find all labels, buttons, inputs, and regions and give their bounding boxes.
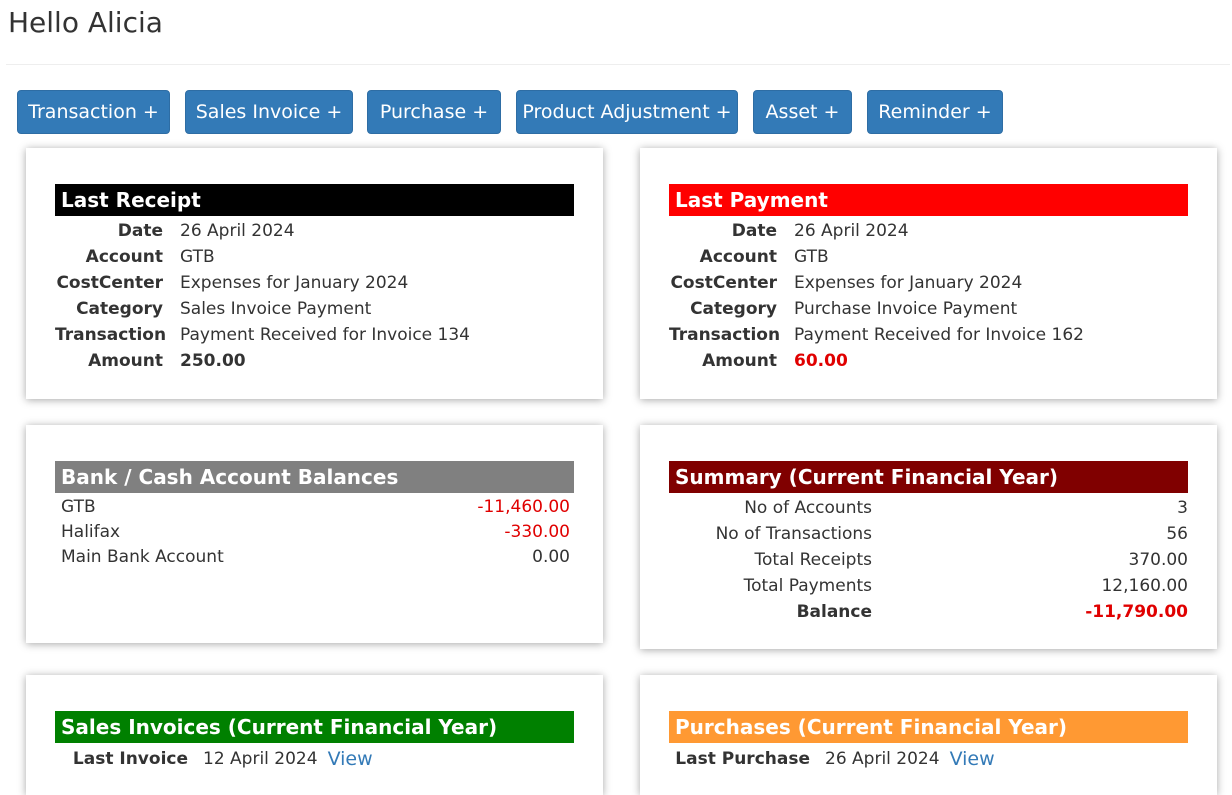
account-label: Account: [699, 247, 777, 267]
add-asset-button[interactable]: Asset +: [753, 90, 852, 134]
account-value: GTB: [180, 247, 215, 267]
summary-table: No of Accounts 3 No of Transactions 56 Tot…: [669, 495, 1188, 625]
header-divider: [6, 64, 1230, 65]
summary-title: Summary (Current Financial Year): [669, 461, 1188, 493]
transaction-label: Transaction: [669, 325, 781, 345]
summary-label: No of Accounts: [744, 498, 872, 518]
greeting-heading: Hello Alicia: [8, 6, 163, 39]
account-name: Halifax: [61, 522, 121, 542]
add-product-adjustment-button[interactable]: Product Adjustment +: [516, 90, 738, 134]
date-value: 26 April 2024: [794, 221, 909, 241]
last-payment-card: Last Payment Date 26 April 2024 Account GT…: [640, 148, 1217, 399]
costcenter-value: Expenses for January 2024: [180, 273, 409, 293]
amount-value: 60.00: [794, 351, 848, 371]
view-invoice-link[interactable]: View: [327, 748, 373, 770]
transaction-label: Transaction: [55, 325, 167, 345]
detail-row: Amount 250.00: [55, 348, 574, 374]
add-reminder-button[interactable]: Reminder +: [867, 90, 1003, 134]
summary-label: Balance: [796, 602, 872, 622]
sales-invoices-title: Sales Invoices (Current Financial Year): [55, 711, 574, 743]
summary-value: 370.00: [1128, 550, 1188, 570]
category-label: Category: [76, 299, 163, 319]
add-purchase-button[interactable]: Purchase +: [367, 90, 501, 134]
detail-row: CostCenter Expenses for January 2024: [55, 270, 574, 296]
detail-row: Transaction Payment Received for Invoice …: [55, 322, 574, 348]
view-purchase-link[interactable]: View: [949, 748, 995, 770]
add-transaction-button[interactable]: Transaction +: [17, 90, 170, 134]
detail-row: Amount 60.00: [669, 348, 1188, 374]
table-row: Total Receipts 370.00: [669, 547, 1188, 573]
add-sales-invoice-button[interactable]: Sales Invoice +: [185, 90, 353, 134]
costcenter-label: CostCenter: [670, 273, 777, 293]
last-payment-title: Last Payment: [669, 184, 1188, 216]
detail-row: Date 26 April 2024: [55, 218, 574, 244]
category-label: Category: [690, 299, 777, 319]
transaction-value: Payment Received for Invoice 134: [180, 325, 470, 345]
account-balance: -330.00: [504, 522, 570, 542]
account-name: GTB: [61, 497, 96, 517]
table-row: No of Transactions 56: [669, 521, 1188, 547]
detail-row: Category Purchase Invoice Payment: [669, 296, 1188, 322]
summary-label: Total Payments: [743, 576, 872, 596]
last-purchase-label: Last Purchase: [675, 749, 810, 769]
detail-row: Transaction Payment Received for Invoice …: [669, 322, 1188, 348]
amount-value: 250.00: [180, 351, 246, 371]
account-balances-list: GTB -11,460.00 Halifax -330.00 Main Bank A…: [55, 495, 574, 570]
purchases-title: Purchases (Current Financial Year): [669, 711, 1188, 743]
last-invoice-date: 12 April 2024: [203, 749, 318, 769]
list-item: Halifax -330.00: [55, 520, 574, 545]
last-receipt-details: Date 26 April 2024 Account GTB CostCenter E…: [55, 218, 574, 374]
summary-value: 12,160.00: [1101, 576, 1188, 596]
purchases-card: Purchases (Current Financial Year) Last …: [640, 675, 1217, 795]
summary-card: Summary (Current Financial Year) No of A…: [640, 425, 1217, 649]
last-receipt-title: Last Receipt: [55, 184, 574, 216]
summary-label: No of Transactions: [715, 524, 872, 544]
sales-invoices-card: Sales Invoices (Current Financial Year) …: [26, 675, 603, 795]
account-balance: -11,460.00: [477, 497, 570, 517]
table-row: Total Payments 12,160.00: [669, 573, 1188, 599]
detail-row: Date 26 April 2024: [669, 218, 1188, 244]
transaction-value: Payment Received for Invoice 162: [794, 325, 1084, 345]
account-balance: 0.00: [532, 547, 570, 567]
last-invoice-row: Last Invoice 12 April 2024 View: [55, 745, 373, 773]
account-balances-title: Bank / Cash Account Balances: [55, 461, 574, 493]
last-purchase-date: 26 April 2024: [825, 749, 940, 769]
date-label: Date: [117, 221, 163, 241]
detail-row: Category Sales Invoice Payment: [55, 296, 574, 322]
list-item: Main Bank Account 0.00: [55, 545, 574, 570]
date-label: Date: [731, 221, 777, 241]
summary-value: -11,790.00: [1085, 602, 1188, 622]
summary-value: 56: [1166, 524, 1188, 544]
category-value: Purchase Invoice Payment: [794, 299, 1018, 319]
detail-row: Account GTB: [55, 244, 574, 270]
table-row: No of Accounts 3: [669, 495, 1188, 521]
table-row: Balance -11,790.00: [669, 599, 1188, 625]
last-receipt-card: Last Receipt Date 26 April 2024 Account GT…: [26, 148, 603, 399]
summary-value: 3: [1177, 498, 1188, 518]
last-payment-details: Date 26 April 2024 Account GTB CostCenter E…: [669, 218, 1188, 374]
costcenter-value: Expenses for January 2024: [794, 273, 1023, 293]
account-label: Account: [85, 247, 163, 267]
category-value: Sales Invoice Payment: [180, 299, 372, 319]
account-balances-card: Bank / Cash Account Balances GTB -11,460.…: [26, 425, 603, 643]
account-name: Main Bank Account: [61, 547, 224, 567]
date-value: 26 April 2024: [180, 221, 295, 241]
account-value: GTB: [794, 247, 829, 267]
last-purchase-row: Last Purchase 26 April 2024 View: [669, 745, 995, 773]
last-invoice-label: Last Invoice: [72, 749, 188, 769]
detail-row: Account GTB: [669, 244, 1188, 270]
summary-label: Total Receipts: [754, 550, 872, 570]
costcenter-label: CostCenter: [56, 273, 163, 293]
amount-label: Amount: [88, 351, 163, 371]
list-item: GTB -11,460.00: [55, 495, 574, 520]
amount-label: Amount: [702, 351, 777, 371]
detail-row: CostCenter Expenses for January 2024: [669, 270, 1188, 296]
